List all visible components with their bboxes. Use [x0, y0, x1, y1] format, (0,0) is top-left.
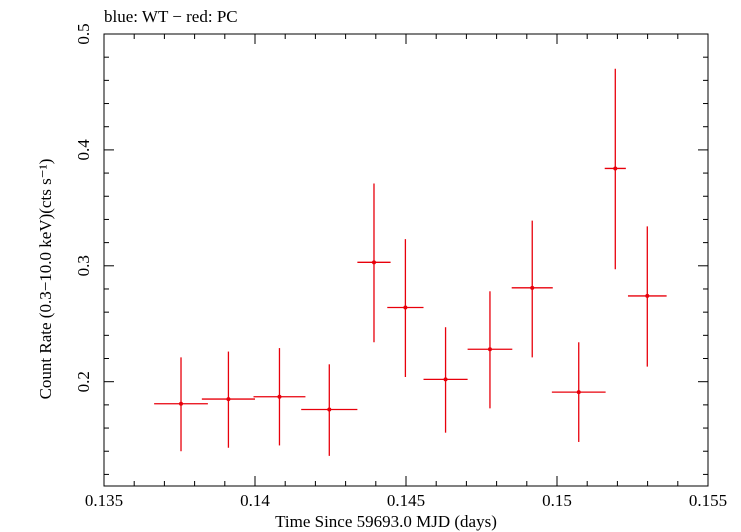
data-point — [530, 285, 535, 290]
chart-title: blue: WT − red: PC — [104, 7, 238, 26]
y-tick-label: 0.3 — [74, 255, 93, 276]
data-point — [576, 390, 581, 395]
y-tick-label: 0.4 — [74, 139, 93, 161]
x-tick-label: 0.15 — [542, 491, 572, 510]
data-point — [487, 347, 492, 352]
data-marks — [154, 68, 667, 456]
data-point — [443, 377, 448, 382]
x-tick-label: 0.145 — [387, 491, 425, 510]
axis-tick-labels: 0.135 0.14 0.145 0.15 0.155 0.2 0.3 0.4 0.5 — [74, 23, 727, 510]
x-tick-label: 0.155 — [689, 491, 727, 510]
data-point — [179, 401, 184, 406]
y-tick-label: 0.5 — [74, 23, 93, 44]
y-tick-label: 0.2 — [74, 371, 93, 392]
data-point — [645, 293, 650, 298]
x-axis-label: Time Since 59693.0 MJD (days) — [275, 512, 497, 531]
data-point — [613, 166, 618, 171]
y-axis-label: Count Rate (0.3−10.0 keV)(cts s⁻¹) — [36, 159, 55, 400]
x-tick-label: 0.14 — [240, 491, 270, 510]
data-point — [226, 397, 231, 402]
x-tick-label: 0.135 — [85, 491, 123, 510]
data-point — [277, 394, 282, 399]
data-point — [327, 407, 332, 412]
data-point — [403, 305, 408, 310]
axis-ticks — [103, 33, 709, 486]
data-point — [371, 260, 376, 265]
